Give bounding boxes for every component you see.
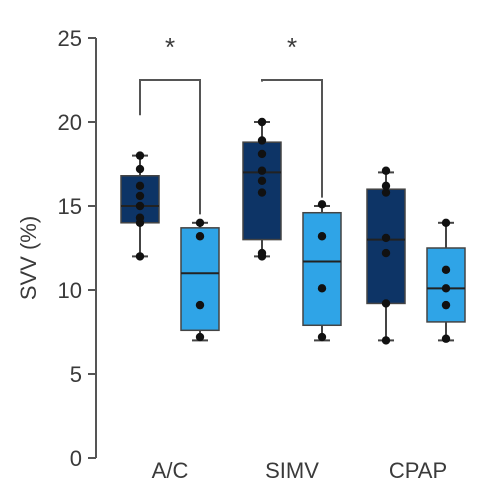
- data-point: [317, 232, 327, 241]
- y-tick-label: 15: [58, 194, 82, 219]
- x-category-label: SIMV: [265, 458, 319, 483]
- y-tick-label: 0: [70, 446, 82, 471]
- data-point: [257, 188, 267, 197]
- bracket-line: [261, 79, 323, 198]
- data-point: [381, 299, 391, 308]
- data-point: [257, 176, 267, 185]
- data-point: [257, 166, 267, 175]
- x-category-label: CPAP: [389, 458, 447, 483]
- box-simv-dark: [242, 117, 282, 261]
- data-point: [135, 191, 145, 201]
- data-point: [381, 248, 391, 258]
- box-ac-light: [180, 218, 220, 342]
- data-point: [195, 218, 205, 227]
- data-point: [381, 233, 391, 243]
- x-category-label: A/C: [152, 458, 189, 483]
- data-point: [135, 213, 145, 222]
- box-iqr: [180, 227, 220, 332]
- data-point: [441, 334, 451, 343]
- data-point: [381, 181, 391, 191]
- y-axis: [88, 37, 97, 459]
- data-point: [257, 149, 267, 159]
- box-cpap-light: [426, 218, 466, 343]
- data-point: [135, 201, 145, 211]
- data-point: [257, 117, 267, 127]
- data-point: [257, 248, 267, 258]
- data-point: [135, 151, 145, 160]
- y-tick-label: 10: [58, 278, 82, 303]
- data-point: [381, 166, 391, 175]
- box-simv-light: [302, 200, 342, 342]
- data-point: [441, 265, 451, 275]
- data-point: [135, 252, 145, 261]
- data-point: [195, 232, 205, 241]
- data-point: [257, 136, 267, 145]
- data-point: [135, 181, 145, 191]
- data-point: [135, 164, 145, 174]
- data-point: [441, 284, 451, 293]
- y-tick-label: 25: [58, 26, 82, 51]
- data-point: [317, 332, 327, 342]
- data-point: [317, 284, 327, 293]
- y-axis-label: SVV (%): [16, 216, 41, 300]
- box-iqr: [366, 188, 406, 305]
- significance-bracket: *: [139, 32, 201, 215]
- significance-star: *: [287, 32, 297, 62]
- data-point: [195, 332, 205, 342]
- data-point: [381, 188, 391, 197]
- data-point: [441, 218, 451, 227]
- y-tick-label: 5: [70, 362, 82, 387]
- box-cpap-dark: [366, 166, 406, 345]
- data-point: [441, 300, 451, 310]
- significance-star: *: [165, 32, 175, 62]
- box-iqr: [302, 211, 342, 327]
- bracket-line: [139, 79, 201, 215]
- data-point: [195, 300, 205, 310]
- data-point: [381, 336, 391, 345]
- y-tick-label: 20: [58, 110, 82, 135]
- data-point: [317, 200, 327, 209]
- box-ac-dark: [120, 151, 160, 261]
- significance-bracket: *: [261, 32, 323, 198]
